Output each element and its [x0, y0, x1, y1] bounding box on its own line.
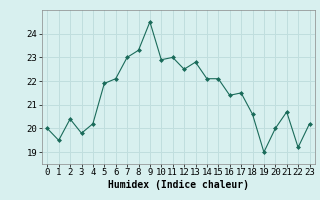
X-axis label: Humidex (Indice chaleur): Humidex (Indice chaleur) — [108, 180, 249, 190]
